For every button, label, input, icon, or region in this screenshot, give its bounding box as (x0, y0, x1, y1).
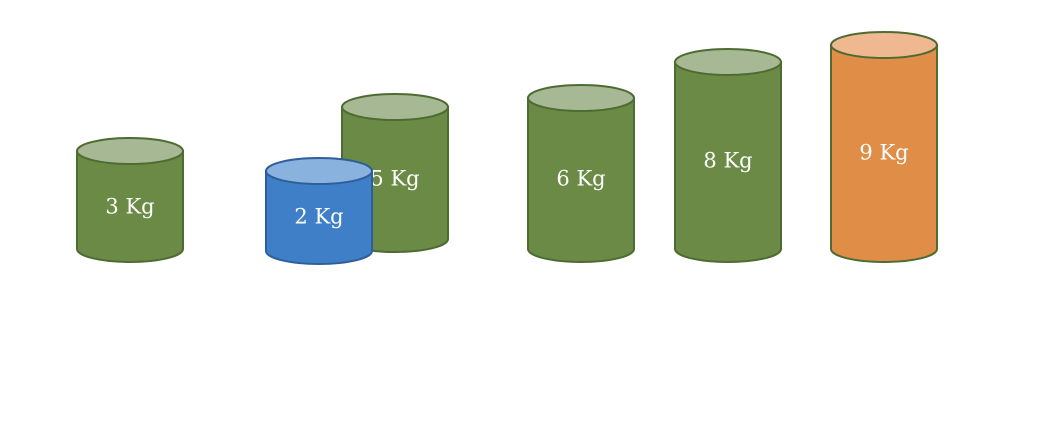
cylinder-5kg-label: 5 Kg (370, 167, 419, 191)
cylinder-8kg-label: 8 Kg (703, 149, 752, 173)
cylinder-9kg-label: 9 Kg (859, 141, 908, 165)
cylinder-8kg: 8 Kg (674, 48, 782, 263)
cylinder-9kg: 9 Kg (830, 31, 938, 263)
cylinder-8kg-body (674, 61, 782, 263)
cylinder-2kg-label: 2 Kg (294, 205, 343, 229)
cylinder-9kg-top (830, 31, 938, 59)
cylinder-2kg: 2 Kg (265, 157, 373, 265)
cylinder-3kg-body (76, 150, 184, 263)
cylinder-2kg-top (265, 157, 373, 185)
cylinder-3kg-top (76, 137, 184, 165)
cylinder-3kg-label: 3 Kg (105, 195, 154, 219)
cylinder-3kg: 3 Kg (76, 137, 184, 263)
cylinder-6kg-body (527, 97, 635, 263)
cylinder-2kg-body (265, 170, 373, 265)
cylinder-6kg-label: 6 Kg (556, 167, 605, 191)
cylinder-9kg-body (830, 44, 938, 263)
cylinder-5kg-top (341, 93, 449, 121)
cylinder-6kg-top (527, 84, 635, 112)
cylinder-8kg-top (674, 48, 782, 76)
cylinder-6kg: 6 Kg (527, 84, 635, 263)
